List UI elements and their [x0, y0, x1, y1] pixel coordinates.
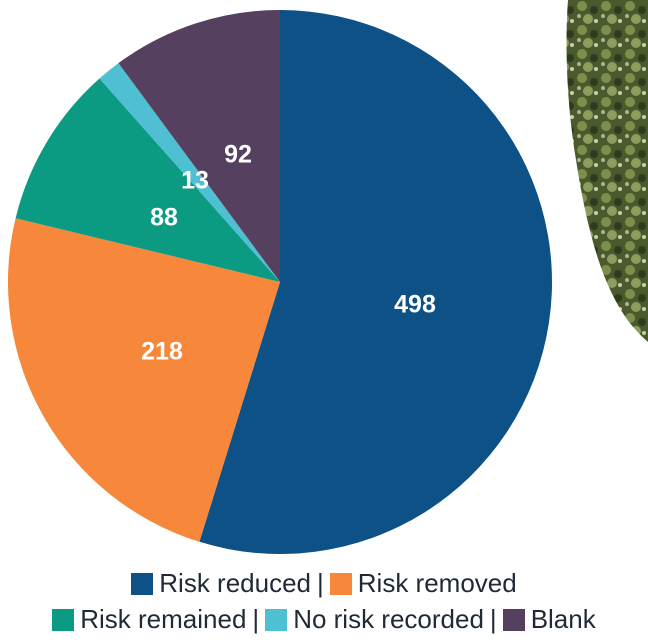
- legend-separator: |: [317, 568, 324, 598]
- legend-item-risk-removed: Risk removed: [329, 566, 517, 600]
- pie-slice-risk-remained: [15, 78, 280, 282]
- data-label-blank: 92: [224, 141, 252, 169]
- legend-label: Risk reduced: [159, 568, 312, 598]
- pie-slice-blank: [118, 10, 281, 282]
- legend-swatch-risk-remained: [52, 609, 75, 631]
- pie-slice-no-risk-recorded: [99, 63, 280, 282]
- legend-swatch-risk-reduced: [131, 573, 154, 595]
- pie-slice-risk-reduced: [199, 10, 552, 554]
- legend-label: Blank: [530, 604, 596, 634]
- legend-separator: |: [252, 604, 260, 634]
- legend-item-blank: Blank: [502, 602, 596, 636]
- legend-row-1: Risk reduced | Risk removed: [0, 566, 648, 600]
- legend-label: No risk recorded: [293, 604, 484, 634]
- data-label-no-risk-recorded: 13: [181, 167, 209, 195]
- pie-slices: [7, 10, 552, 554]
- legend-row-2: Risk remained | No risk recorded | Blank: [0, 602, 648, 636]
- legend-item-risk-reduced: Risk reduced: [131, 566, 311, 600]
- legend-item-risk-remained: Risk remained: [52, 602, 246, 636]
- pie-slice-risk-removed: [7, 218, 281, 542]
- legend-swatch-blank: [502, 609, 525, 631]
- legend-label: Risk remained: [80, 604, 247, 634]
- legend-swatch-no-risk-recorded: [265, 609, 288, 631]
- legend-swatch-risk-removed: [329, 573, 352, 595]
- legend-label: Risk removed: [357, 568, 517, 598]
- data-label-risk-reduced: 498: [394, 291, 436, 319]
- data-label-risk-removed: 218: [141, 338, 183, 366]
- legend-separator: |: [489, 604, 497, 634]
- data-label-risk-remained: 88: [150, 204, 178, 232]
- legend-item-no-risk-recorded: No risk recorded: [265, 602, 484, 636]
